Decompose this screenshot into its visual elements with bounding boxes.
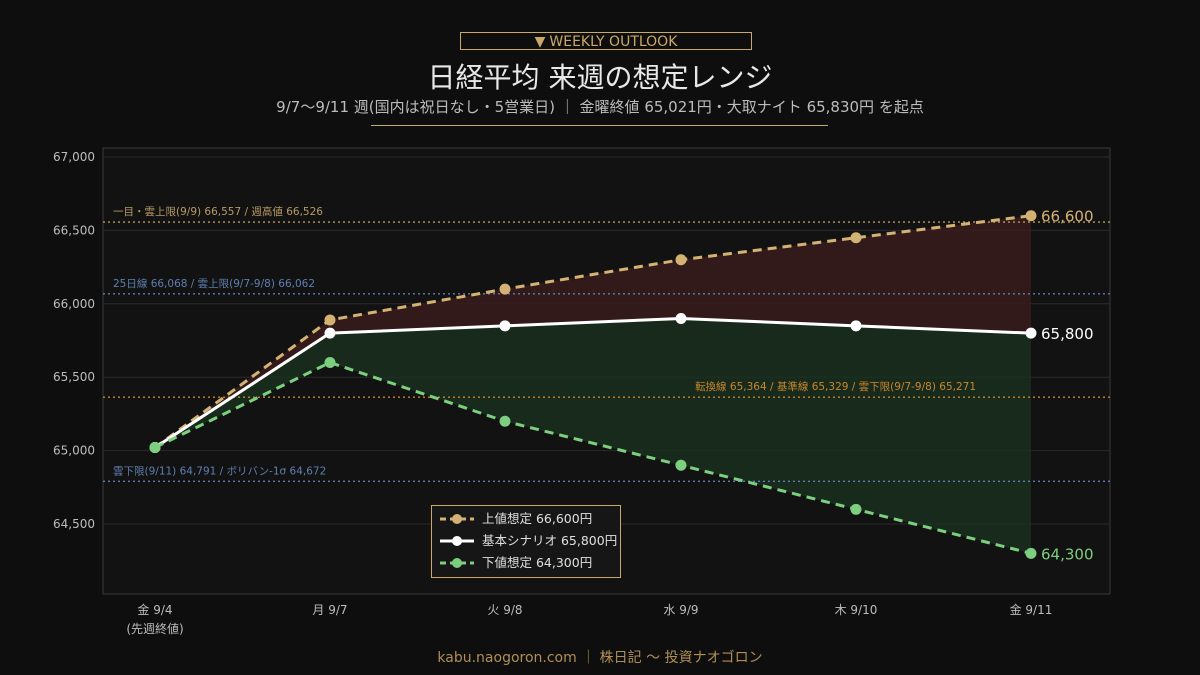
y-tick-label: 65,500 (53, 370, 95, 384)
data-point-base (675, 312, 687, 324)
data-point-lower (850, 503, 862, 515)
y-tick-label: 66,500 (53, 223, 95, 237)
data-point-upper (675, 254, 687, 266)
reference-line-label: 25日線 66,068 / 雲上限(9/7-9/8) 66,062 (113, 277, 315, 290)
series-line-lower (154, 361, 1032, 555)
reference-line-label: 一目・雲上限(9/9) 66,557 / 週高値 66,526 (113, 205, 323, 218)
data-point-lower (149, 442, 161, 454)
legend-label-base: 基本シナリオ 65,800円 (482, 533, 618, 548)
data-point-lower (324, 357, 336, 369)
data-point-upper (1025, 210, 1037, 222)
legend-marker-upper (440, 514, 474, 524)
chart-legend: 上値想定 66,600円 基本シナリオ 65,800円 下値想定 64,300円 (431, 505, 621, 578)
legend-label-lower: 下値想定 64,300円 (482, 555, 593, 570)
reference-line-label: 転換線 65,364 / 基準線 65,329 / 雲下限(9/7-9/8) 6… (695, 380, 976, 393)
legend-item-lower: 下値想定 64,300円 (438, 553, 618, 573)
x-tick-label: 月 9/7 (312, 603, 347, 617)
x-tick-label: 水 9/9 (663, 603, 698, 617)
x-tick-label: 木 9/10 (835, 603, 878, 617)
x-tick-sublabel: (先週終値) (126, 621, 183, 636)
legend-marker-lower (440, 558, 474, 568)
upper-range-band (155, 215, 1031, 448)
data-point-base (499, 320, 511, 332)
y-tick-label: 66,000 (53, 297, 95, 311)
x-tick-label: 金 9/4 (137, 602, 172, 617)
data-point-lower (1025, 547, 1037, 559)
legend-marker-base (440, 536, 474, 546)
series-line-upper (154, 214, 1032, 449)
x-tick-label: 火 9/8 (487, 603, 522, 617)
data-point-lower (499, 415, 511, 427)
weekly-outlook-badge: ▼ WEEKLY OUTLOOK (460, 32, 752, 50)
y-tick-label: 65,000 (53, 444, 95, 458)
data-point-upper (499, 283, 511, 295)
title-divider (371, 125, 828, 126)
data-point-lower (675, 459, 687, 471)
legend-label-upper: 上値想定 66,600円 (482, 511, 593, 526)
y-tick-label: 67,000 (53, 150, 95, 164)
data-point-base (324, 327, 336, 339)
data-point-base (850, 320, 862, 332)
data-point-upper (324, 314, 336, 326)
badge-label: WEEKLY OUTLOOK (549, 34, 678, 50)
page-subtitle: 9/7〜9/11 週(国内は祝日なし・5営業日) ｜ 金曜終値 65,021円・… (276, 98, 924, 116)
y-tick-label: 64,500 (53, 517, 95, 531)
legend-item-base: 基本シナリオ 65,800円 (438, 531, 618, 551)
end-label-base: 65,800 (1041, 325, 1094, 343)
page-title: 日経平均 来週の想定レンジ (427, 61, 773, 94)
x-tick-label: 金 9/11 (1010, 602, 1053, 617)
reference-line-label: 雲下限(9/11) 64,791 / ボリバン-1σ 64,672 (113, 465, 326, 477)
end-label-upper: 66,600 (1041, 208, 1094, 226)
triangle-down-icon: ▼ (534, 34, 546, 50)
legend-item-upper: 上値想定 66,600円 (438, 509, 618, 529)
series-line-base (154, 316, 1032, 449)
data-point-base (1025, 327, 1037, 339)
end-label-lower: 64,300 (1041, 545, 1094, 563)
data-point-upper (850, 232, 862, 244)
footer-credit: kabu.naogoron.com ｜ 株日記 〜 投資ナオゴロン (437, 650, 763, 666)
